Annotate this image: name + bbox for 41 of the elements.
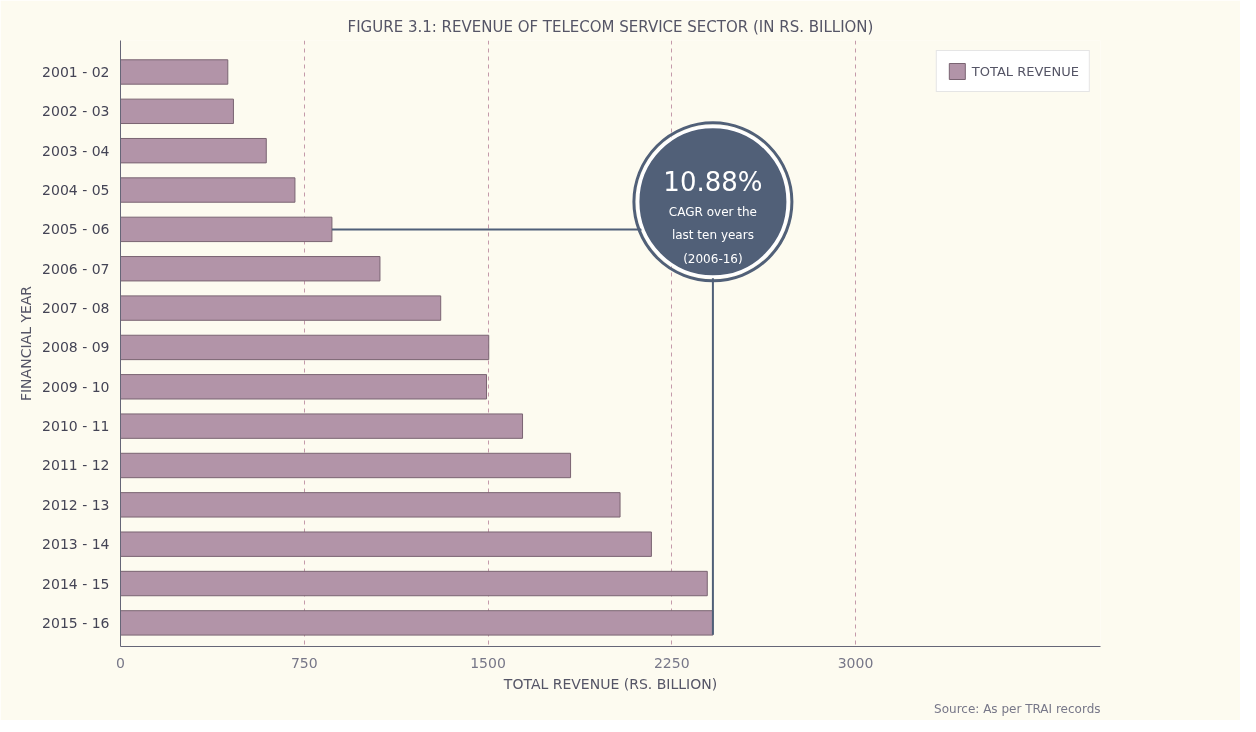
bar (120, 570, 708, 597)
bar (120, 98, 234, 125)
bar (120, 413, 524, 439)
y-tick-label: 2005 - 06 (42, 221, 110, 238)
bar (120, 374, 488, 400)
x-tick-label: 1500 (470, 654, 506, 671)
y-tick-label: 2003 - 04 (42, 142, 110, 159)
y-tick-label: 2015 - 16 (42, 614, 110, 631)
y-tick-label: 2013 - 14 (42, 536, 110, 553)
bar (120, 492, 621, 518)
legend-label: TOTAL REVENUE (971, 63, 1079, 79)
bar (120, 531, 652, 557)
bar (120, 216, 333, 243)
y-tick-label: 2014 - 15 (42, 575, 110, 592)
y-tick-label: 2006 - 07 (42, 260, 110, 277)
annotation: 10.88% CAGR over the last ten years (2006-16) (663, 167, 763, 266)
bar (120, 610, 714, 636)
x-tick-label: 2250 (653, 654, 690, 671)
bar (120, 177, 296, 203)
source-note: Source: As per TRAI records (934, 701, 1101, 716)
y-tick-label: 2012 - 13 (42, 496, 110, 513)
bar (120, 256, 381, 282)
bar (120, 334, 490, 361)
y-tick-label: 2004 - 05 (42, 182, 110, 199)
x-tick-label: 750 (290, 654, 318, 671)
x-tick-label: 3000 (837, 654, 874, 671)
x-tick-label: 0 (116, 654, 125, 671)
bar (120, 452, 572, 479)
bar (120, 295, 442, 321)
chart-title: FIGURE 3.1: REVENUE OF TELECOM SERVICE SECTOR (IN RS. BILLION) (347, 17, 874, 36)
y-tick-label: 2007 - 08 (42, 300, 110, 317)
x-axis-title: TOTAL REVENUE (RS. BILLION) (502, 675, 718, 692)
y-tick-label: 2010 - 11 (42, 418, 110, 435)
bar (120, 59, 229, 85)
bar (120, 137, 267, 164)
y-tick-label: 2008 - 09 (42, 339, 110, 356)
y-tick-label: 2001 - 02 (42, 63, 110, 80)
y-tick-label: 2002 - 03 (42, 103, 110, 120)
y-axis-title: FINANCIAL YEAR (18, 285, 35, 402)
y-tick-label: 2011 - 12 (42, 457, 110, 474)
y-tick-label: 2009 - 10 (42, 378, 110, 395)
